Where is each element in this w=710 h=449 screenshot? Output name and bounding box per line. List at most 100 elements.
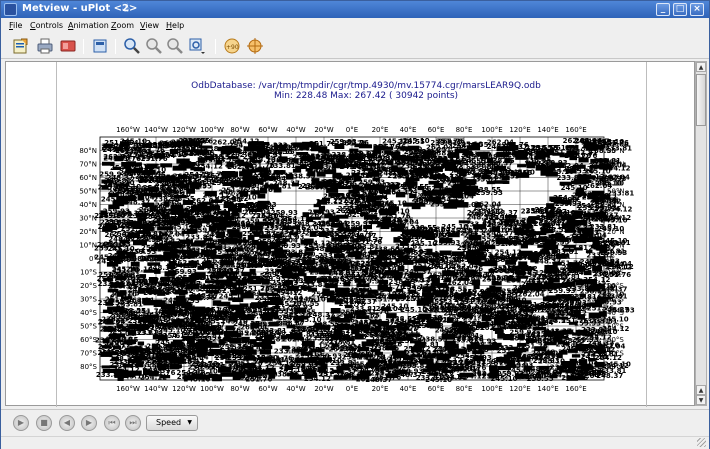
data-point-mark: [493, 180, 508, 184]
data-point-mark: [435, 200, 443, 204]
data-point-mark: [245, 163, 253, 168]
data-point-mark: [195, 349, 208, 353]
data-point-label: 248.37: [372, 273, 399, 281]
preview-icon[interactable]: [91, 37, 109, 55]
data-point-mark: [526, 163, 535, 169]
data-point-label: 233.81: [185, 233, 212, 241]
data-point-mark: [364, 184, 378, 190]
data-point-mark: [214, 245, 223, 251]
menu-zoom[interactable]: Zoom: [111, 21, 135, 30]
data-point-label: 238.55: [477, 174, 504, 182]
first-frame-icon[interactable]: ⏮: [104, 415, 120, 431]
scroll-up-arrow-icon[interactable]: ▲: [696, 385, 706, 395]
data-point-label: 248.37: [466, 271, 493, 279]
menu-help[interactable]: Help: [166, 21, 185, 30]
lon-label-top: 100°E: [481, 126, 502, 134]
data-point-mark: [571, 220, 583, 225]
data-point-mark: [583, 179, 592, 183]
print-icon[interactable]: [36, 37, 54, 55]
data-point-mark: [349, 148, 359, 152]
data-point-label: 254.12: [563, 363, 590, 371]
data-point-mark: [109, 365, 118, 369]
data-point-mark: [426, 363, 441, 368]
menu-view[interactable]: View: [140, 21, 159, 30]
cursor-data-icon[interactable]: [246, 37, 264, 55]
data-point-mark: [465, 254, 475, 260]
zoom-in-icon[interactable]: [123, 37, 141, 55]
data-point-mark: [249, 156, 256, 161]
zoom-reset-icon[interactable]: [166, 37, 184, 55]
scroll-down-arrow-icon[interactable]: ▼: [696, 395, 706, 405]
data-point-label: 248.37: [354, 318, 381, 326]
data-point-mark: [165, 226, 174, 231]
zoom-out-icon[interactable]: [145, 37, 163, 55]
last-frame-icon[interactable]: ⏭: [125, 415, 141, 431]
data-point-mark: [181, 301, 192, 306]
data-point-mark: [468, 234, 482, 241]
data-point-label: 245.10: [484, 214, 511, 222]
magnify-area-icon[interactable]: +90: [223, 37, 241, 55]
data-point-mark: [161, 355, 175, 359]
data-point-mark: [407, 145, 420, 151]
data-point-mark: [405, 230, 417, 236]
stop-icon[interactable]: ■: [36, 415, 52, 431]
data-point-mark: [198, 151, 208, 155]
play-icon[interactable]: ▶: [13, 415, 29, 431]
export-icon[interactable]: [11, 37, 29, 55]
close-button[interactable]: ×: [690, 3, 704, 16]
data-point-label: 262.04: [169, 304, 196, 312]
data-point-label: 245.10: [288, 250, 315, 258]
step-forward-icon[interactable]: ▶: [81, 415, 97, 431]
menu-animation[interactable]: Animation: [68, 21, 109, 30]
data-point-label: 248.37: [198, 321, 225, 329]
data-point-mark: [294, 273, 307, 277]
data-point-label: 262.04: [402, 255, 429, 263]
data-point-label: 245.10: [347, 348, 374, 356]
data-point-label: 248.37: [310, 245, 337, 253]
app-icon[interactable]: [4, 3, 17, 16]
data-point-mark: [299, 146, 309, 150]
data-point-label: 262.04: [417, 350, 444, 358]
data-point-label: 254.12: [306, 153, 333, 161]
maximize-button[interactable]: □: [673, 3, 687, 16]
sticky-icon[interactable]: ☃: [121, 2, 131, 15]
data-point-label: 262.04: [141, 231, 168, 239]
data-point-label: 245.10: [380, 199, 407, 207]
data-point-label: 248.37: [278, 320, 305, 328]
data-point-mark: [313, 209, 324, 214]
pdf-icon[interactable]: [59, 37, 77, 55]
data-point-label: 245.10: [582, 192, 609, 200]
menu-controls[interactable]: Controls: [30, 21, 64, 30]
data-point-mark: [168, 261, 176, 266]
data-point-label: 245.10: [120, 138, 147, 146]
menu-file[interactable]: File: [9, 21, 23, 30]
data-point-label: 259.93: [317, 324, 344, 332]
data-point-mark: [422, 355, 436, 359]
data-point-mark: [169, 149, 179, 155]
scroll-up-arrow-icon[interactable]: ▲: [696, 62, 706, 72]
data-point-mark: [354, 278, 366, 283]
data-point-mark: [520, 243, 528, 249]
data-point-mark: [514, 348, 527, 353]
plot-canvas[interactable]: OdbDatabase: /var/tmp/tmpdir/cgr/tmp.493…: [5, 61, 695, 407]
scroll-thumb[interactable]: [696, 74, 706, 126]
data-point-label: 259.93: [595, 299, 622, 307]
speed-dropdown[interactable]: Speed ▼: [146, 415, 198, 431]
data-point-mark: [422, 368, 430, 373]
step-back-icon[interactable]: ◀: [59, 415, 75, 431]
data-point-label: 262.04: [467, 209, 494, 217]
data-point-label: 262.04: [356, 375, 383, 383]
data-point-mark: [559, 154, 569, 158]
data-point-label: 254.12: [316, 198, 343, 206]
data-point-mark: [241, 169, 256, 173]
data-point-label: 262.04: [139, 210, 166, 218]
resize-grip-icon[interactable]: [697, 438, 706, 447]
data-point-mark: [565, 168, 577, 174]
data-point-mark: [106, 262, 119, 267]
data-point-label: 245.10: [382, 138, 409, 146]
data-point-mark: [385, 325, 393, 331]
vertical-scrollbar[interactable]: ▲ ▲ ▼: [695, 61, 707, 406]
minimize-button[interactable]: _: [656, 3, 670, 16]
data-point-mark: [208, 225, 217, 232]
zoom-area-icon[interactable]: [188, 37, 206, 55]
